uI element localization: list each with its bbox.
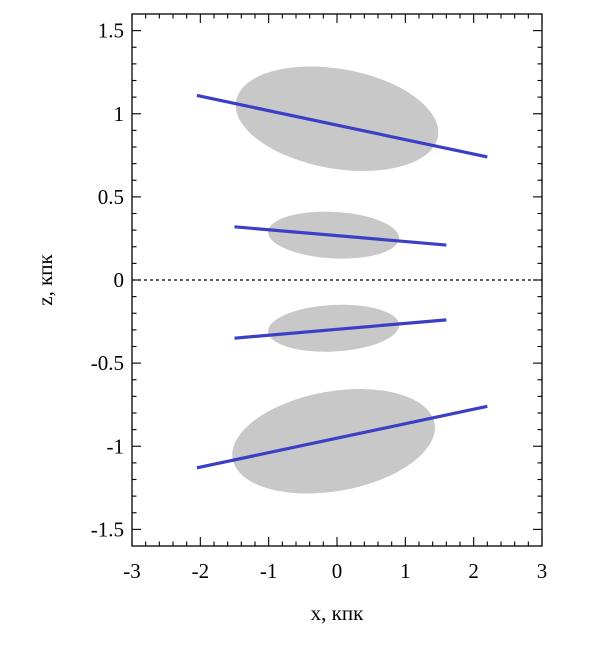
axis-ticks: [131, 14, 543, 546]
ellipse-regions: [232, 66, 439, 494]
y-tick-label: 1.5: [98, 19, 124, 43]
ellipse-region-1: [235, 66, 439, 171]
y-tick-label: -1.5: [91, 517, 124, 541]
x-tick-label: 1: [400, 559, 411, 583]
x-tick-label: -2: [192, 559, 210, 583]
x-tick-label: -3: [123, 559, 141, 583]
series-line-3: [234, 318, 447, 340]
y-axis-title: z, кпк: [33, 253, 57, 305]
y-tick-label: 0.5: [98, 185, 124, 209]
y-tick-labels: -1.5 -1 -0.5 0 0.5 1 1.5: [91, 19, 124, 542]
y-tick-label: 0: [114, 268, 125, 292]
series-lines: [196, 93, 488, 470]
series-line-4: [196, 404, 488, 470]
y-tick-label: 1: [114, 102, 125, 126]
x-tick-label: 2: [468, 559, 479, 583]
y-tick-label: -1: [107, 434, 125, 458]
series-line-1: [196, 93, 488, 159]
x-tick-label: 0: [332, 559, 343, 583]
ellipse-region-4: [232, 389, 435, 494]
x-tick-label: 3: [537, 559, 548, 583]
x-tick-labels: -3 -2 -1 0 1 2 3: [123, 559, 547, 583]
y-tick-label: -0.5: [91, 351, 124, 375]
x-tick-label: -1: [260, 559, 278, 583]
x-axis-title: x, кпк: [311, 601, 364, 625]
series-line-2: [234, 225, 447, 247]
